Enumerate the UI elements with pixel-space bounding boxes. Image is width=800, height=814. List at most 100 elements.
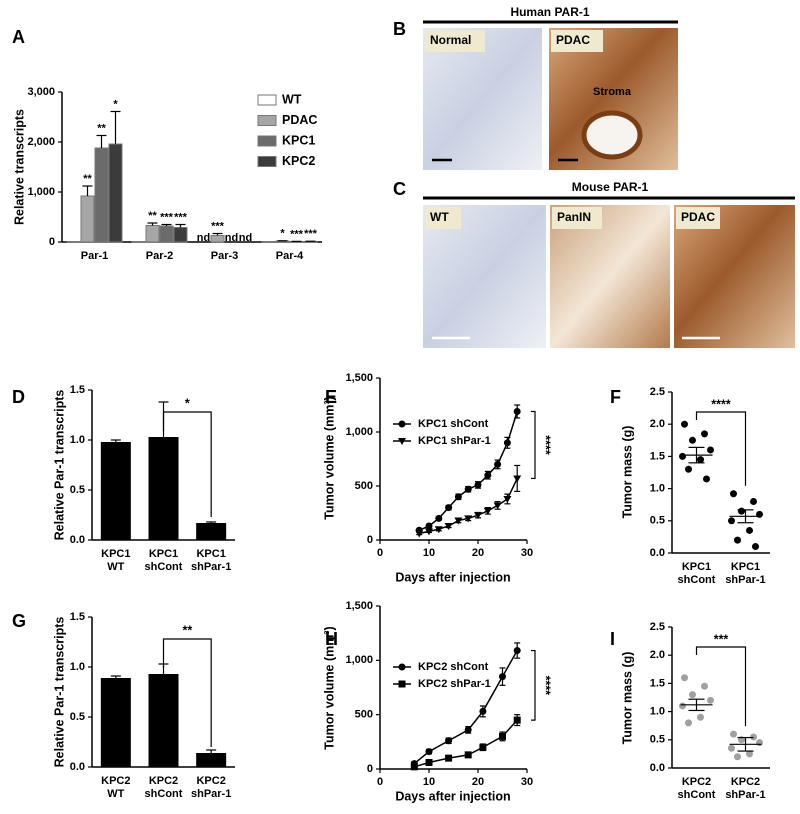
y-tick-label: 1.0 xyxy=(70,661,85,673)
x-tick-label: shPar-1 xyxy=(725,789,765,801)
image-label: PDAC xyxy=(556,33,590,47)
marker xyxy=(425,758,433,766)
image-label: WT xyxy=(430,210,449,224)
data-point xyxy=(730,730,737,738)
significance-label: ** xyxy=(182,623,192,637)
panel-label: E xyxy=(325,387,337,407)
y-tick-label: 0.5 xyxy=(650,734,665,746)
marker xyxy=(503,495,512,503)
x-tick-label: 30 xyxy=(521,547,533,559)
bar xyxy=(148,674,179,767)
panel-label: F xyxy=(610,387,621,407)
data-point xyxy=(679,702,686,710)
legend-marker xyxy=(398,438,406,445)
panel-label: I xyxy=(610,629,615,649)
y-tick-label: 1.5 xyxy=(650,677,665,689)
significance-label: *** xyxy=(174,211,188,223)
y-axis-label: Tumor mass (g) xyxy=(620,652,634,745)
data-point xyxy=(681,420,688,428)
x-tick-label: shPar-1 xyxy=(191,788,231,800)
significance-label: *** xyxy=(211,220,225,232)
data-point xyxy=(681,674,688,682)
marker xyxy=(499,732,506,740)
data-point xyxy=(701,430,708,438)
y-axis-label: Tumor mass (g) xyxy=(620,426,634,519)
marker xyxy=(444,522,453,530)
marker xyxy=(425,528,433,536)
panel-label: C xyxy=(393,179,406,199)
y-tick-label: 0 xyxy=(367,763,373,775)
y-tick-label: 1.5 xyxy=(70,384,85,396)
legend-swatch xyxy=(257,156,277,167)
significance-label: * xyxy=(280,228,285,240)
legend-swatch xyxy=(257,94,277,106)
y-tick-label: 1.5 xyxy=(650,450,665,462)
x-tick-label: 0 xyxy=(377,547,383,559)
significance-label: nd xyxy=(239,232,252,244)
y-tick-label: 1,500 xyxy=(345,372,373,384)
legend-swatch xyxy=(257,115,277,126)
x-axis-label: Days after injection xyxy=(395,789,510,803)
significance-label: ** xyxy=(148,210,157,222)
marker xyxy=(483,507,492,515)
image-label: PanIN xyxy=(557,210,591,224)
y-tick-label: 500 xyxy=(355,709,373,721)
x-tick-label: WT xyxy=(107,561,124,573)
x-tick-label: shPar-1 xyxy=(725,574,765,586)
data-point xyxy=(707,696,714,704)
gland xyxy=(581,110,643,160)
marker xyxy=(445,737,453,745)
legend-label: KPC1 shCont xyxy=(418,418,489,430)
data-point xyxy=(679,452,686,460)
image-label-box xyxy=(676,207,720,229)
y-tick-label: 0.5 xyxy=(650,515,665,527)
marker xyxy=(410,763,418,771)
y-tick-label: 1,000 xyxy=(345,426,373,438)
panel-label: G xyxy=(12,611,26,631)
bar xyxy=(196,753,227,767)
x-tick-label: KPC1 xyxy=(731,561,760,573)
legend-label: KPC2 xyxy=(282,154,315,168)
legend-swatch xyxy=(257,135,277,147)
x-tick-label: KPC1 xyxy=(196,548,225,560)
y-tick-label: 500 xyxy=(355,480,373,492)
x-tick-label: 0 xyxy=(377,776,383,788)
y-tick-label: 2.0 xyxy=(650,649,665,661)
significance-label: *** xyxy=(304,228,318,240)
marker xyxy=(493,502,502,510)
y-tick-label: 2.5 xyxy=(650,386,665,398)
marker xyxy=(434,526,443,534)
significance-label: ** xyxy=(97,122,106,134)
significance-bracket xyxy=(531,649,536,721)
y-tick-label: 0 xyxy=(49,236,55,248)
y-tick-label: 1.0 xyxy=(650,483,665,495)
x-tick-label: WT xyxy=(107,788,124,800)
y-tick-label: 1.0 xyxy=(70,434,85,446)
data-point xyxy=(697,456,704,464)
bar xyxy=(100,442,131,540)
data-point xyxy=(685,465,692,473)
y-tick-label: 1,000 xyxy=(345,654,373,666)
significance-label: *** xyxy=(160,211,174,223)
significance-label: **** xyxy=(539,676,553,696)
legend-label: WT xyxy=(282,92,302,106)
x-tick-label: KPC2 xyxy=(196,775,225,787)
x-tick-label: KPC2 xyxy=(682,776,711,788)
x-tick-label: Par-2 xyxy=(146,250,174,262)
significance-label: *** xyxy=(714,632,729,646)
x-tick-label: KPC1 xyxy=(101,548,130,560)
y-axis-label: Relative Par-1 transcripts xyxy=(52,617,66,768)
legend-label: PDAC xyxy=(282,113,317,127)
panel-label: D xyxy=(12,387,25,407)
marker xyxy=(464,751,472,759)
marker xyxy=(464,515,473,523)
significance-label: **** xyxy=(711,397,731,411)
marker xyxy=(494,460,502,468)
y-axis-label: Tumor volume (mm³) xyxy=(322,396,336,519)
y-tick-label: 2.5 xyxy=(650,621,665,633)
x-tick-label: shCont xyxy=(678,574,716,586)
x-tick-label: shCont xyxy=(145,788,183,800)
marker xyxy=(479,743,487,751)
image-label-box xyxy=(551,30,603,52)
marker xyxy=(484,471,492,479)
